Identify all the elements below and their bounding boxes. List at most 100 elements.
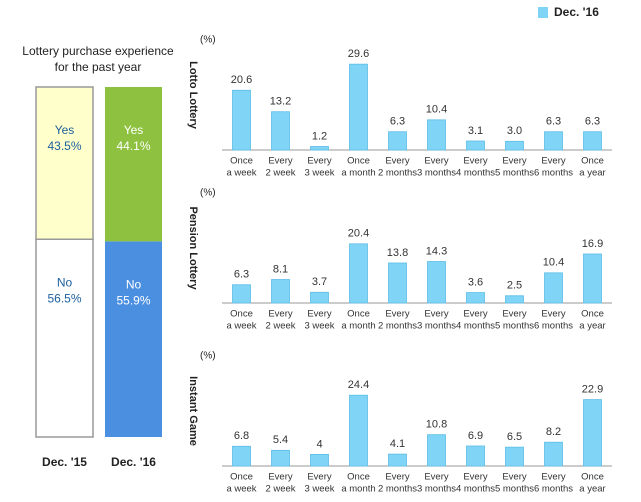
bar	[232, 89, 251, 151]
bar	[271, 449, 290, 467]
data-label: 13.8	[387, 247, 408, 259]
x-tick-label: Every	[268, 309, 293, 320]
data-label: 8.1	[273, 263, 288, 275]
y-axis-label: Pension Lottery	[187, 206, 199, 290]
data-label: 24.4	[348, 379, 369, 391]
x-tick-label: Once	[230, 472, 253, 483]
y-axis-label: Instant Game	[187, 376, 199, 446]
x-tick-label: Every	[307, 156, 332, 167]
x-tick-label: a week	[226, 484, 256, 495]
data-label: 3.7	[312, 276, 327, 288]
bar	[466, 140, 485, 151]
bar	[232, 445, 251, 467]
x-tick-label: Once	[581, 472, 604, 483]
segment-name: No	[126, 278, 142, 292]
bar	[310, 291, 329, 304]
data-label: 8.2	[546, 426, 561, 438]
bar	[427, 261, 446, 304]
data-label: 6.9	[468, 430, 483, 442]
x-tick-label: Every	[424, 156, 449, 167]
x-tick-label: 2 week	[265, 484, 295, 495]
legend-label: Dec. '16	[554, 5, 599, 19]
data-label: 22.9	[582, 383, 603, 395]
x-tick-label: Every	[385, 472, 410, 483]
x-tick-label: Every	[463, 309, 488, 320]
bar	[232, 284, 251, 304]
x-tick-label: Once	[347, 472, 370, 483]
x-tick-label: a month	[341, 321, 375, 332]
bar	[505, 295, 524, 304]
bar	[388, 131, 407, 151]
data-label: 3.6	[468, 276, 483, 288]
data-label: 16.9	[582, 238, 603, 250]
bar	[310, 146, 329, 151]
data-label: 10.4	[426, 104, 447, 116]
bar	[583, 253, 602, 304]
segment-name: Yes	[55, 123, 75, 137]
legend-swatch	[538, 7, 548, 18]
x-tick-label: Every	[541, 309, 566, 320]
x-tick-label: Every	[307, 472, 332, 483]
x-tick-label: Every	[385, 156, 410, 167]
bar	[505, 446, 524, 467]
segment-value: 55.9%	[116, 294, 150, 308]
x-tick-label: 2 months	[378, 321, 417, 332]
x-tick-label: a year	[579, 321, 605, 332]
bar-segment	[35, 86, 94, 240]
x-tick-label: 2 months	[378, 168, 417, 179]
x-tick-label: Every	[463, 156, 488, 167]
bar	[505, 140, 524, 151]
data-label: 1.2	[312, 130, 327, 142]
bar	[349, 394, 368, 467]
data-label: 2.5	[507, 280, 522, 292]
bar	[544, 441, 563, 467]
data-label: 4	[316, 438, 322, 450]
x-tick-label: a year	[579, 484, 605, 495]
unit-label: (%)	[200, 188, 216, 199]
bar	[544, 131, 563, 151]
x-tick-label: Every	[502, 472, 527, 483]
x-tick-label: Every	[424, 309, 449, 320]
bar	[310, 453, 329, 467]
bar	[544, 272, 563, 304]
data-label: 29.6	[348, 48, 369, 60]
x-tick-label: 3 week	[304, 321, 334, 332]
x-tick-label: Every	[502, 156, 527, 167]
x-tick-label: Every	[541, 156, 566, 167]
bar	[388, 453, 407, 467]
x-tick-label: Every	[307, 309, 332, 320]
data-label: 20.6	[231, 74, 252, 86]
data-label: 6.3	[546, 116, 561, 128]
x-tick-label: 3 week	[304, 484, 334, 495]
segment-value: 43.5%	[47, 139, 81, 153]
x-tick-label: Every	[541, 472, 566, 483]
bar	[583, 131, 602, 151]
data-label: 6.5	[507, 431, 522, 443]
bar	[388, 262, 407, 304]
bar	[427, 434, 446, 467]
data-label: 6.3	[234, 269, 249, 281]
x-tick-label: Dec. '15	[42, 455, 87, 469]
x-tick-label: 4 months	[456, 168, 495, 179]
x-tick-label: 5 months	[495, 168, 534, 179]
data-label: 14.3	[426, 245, 447, 257]
bar-segment	[105, 87, 162, 242]
title-line: Lottery purchase experience	[22, 44, 174, 58]
data-label: 6.3	[390, 116, 405, 128]
unit-label: (%)	[200, 35, 216, 46]
x-tick-label: a week	[226, 321, 256, 332]
x-tick-label: Every	[268, 156, 293, 167]
x-tick-label: Every	[424, 472, 449, 483]
segment-name: Yes	[124, 123, 144, 137]
x-tick-label: 6 months	[534, 321, 573, 332]
bar-segment	[35, 238, 94, 438]
bar-segment	[105, 241, 162, 437]
x-tick-label: 5 months	[495, 484, 534, 495]
x-tick-label: 3 months	[417, 484, 456, 495]
x-tick-label: Once	[581, 309, 604, 320]
data-label: 5.4	[273, 434, 288, 446]
bar	[427, 119, 446, 151]
x-tick-label: a week	[226, 168, 256, 179]
x-tick-label: Every	[385, 309, 410, 320]
x-tick-label: 2 week	[265, 321, 295, 332]
